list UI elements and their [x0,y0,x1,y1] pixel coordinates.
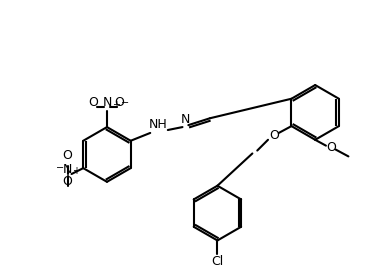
Text: N: N [63,163,72,176]
Text: NH: NH [149,118,167,131]
Text: O: O [88,96,98,109]
Text: −: − [122,98,130,108]
Text: O: O [63,149,72,162]
Text: O: O [114,96,124,109]
Text: O: O [269,129,279,142]
Text: N: N [181,113,190,126]
Text: N: N [102,96,112,109]
Text: O: O [63,175,72,188]
Text: Cl: Cl [211,255,224,268]
Text: +: + [72,166,80,176]
Text: O: O [326,141,336,154]
Text: +: + [112,100,120,110]
Text: −: − [56,163,64,173]
